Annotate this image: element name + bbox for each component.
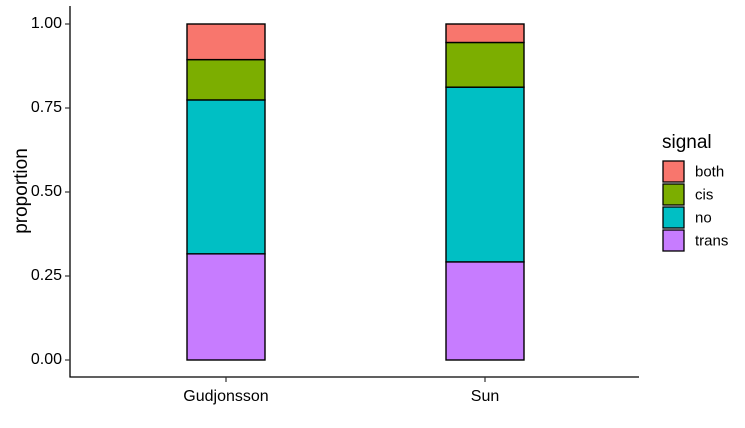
y-tick-label: 0.50 (31, 183, 62, 200)
legend-label-trans: trans (695, 232, 728, 249)
bar-segment-trans-sun (445, 261, 525, 361)
legend-label-both: both (695, 163, 724, 180)
bar-segment-no-sun (445, 86, 525, 263)
axes-group: 0.00 0.25 0.50 0.75 1.00 Gudjonsson Sun (31, 6, 639, 405)
bar-segment-cis-sun (445, 41, 525, 88)
x-tick-label: Sun (471, 388, 499, 405)
y-tick-label: 0.25 (31, 267, 62, 284)
bar-segment-both-gudjonsson (186, 23, 266, 61)
y-tick-label: 1.00 (31, 15, 62, 32)
legend-key-no (662, 206, 685, 229)
legend-label-cis: cis (695, 186, 713, 203)
bar-segment-cis-gudjonsson (186, 58, 266, 101)
x-tick-label: Gudjonsson (183, 388, 268, 405)
y-axis-title: proportion (11, 148, 32, 234)
y-tick-label: 0.75 (31, 99, 62, 116)
legend: both cis no trans (662, 160, 728, 252)
bar-segment-trans-gudjonsson (186, 253, 266, 361)
legend-title: signal (662, 132, 712, 153)
legend-label-no: no (695, 209, 712, 226)
y-tick-label: 0.00 (31, 351, 62, 368)
bars-group (186, 23, 525, 361)
legend-key-trans (662, 229, 685, 252)
bar-segment-both-sun (445, 23, 525, 44)
legend-key-both (662, 160, 685, 183)
legend-key-cis (662, 183, 685, 206)
bar-segment-no-gudjonsson (186, 99, 266, 255)
